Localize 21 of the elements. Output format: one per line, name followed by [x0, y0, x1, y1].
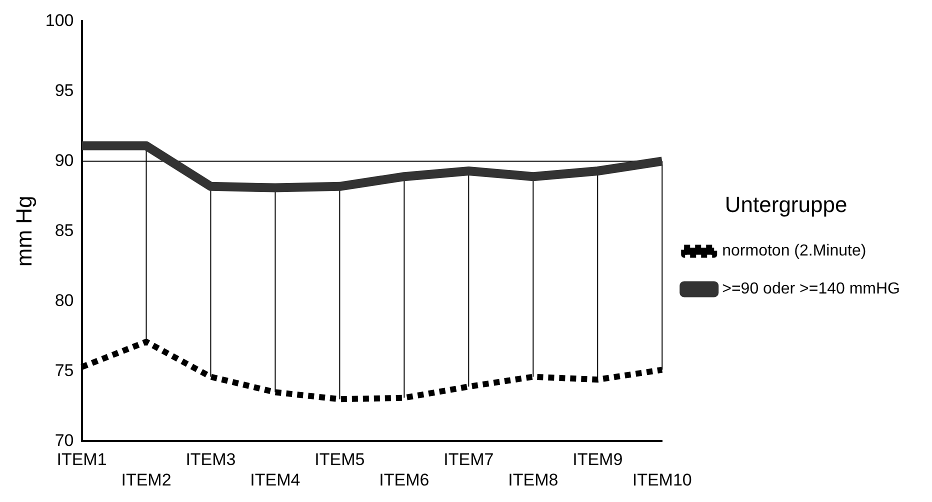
x-tick-label: ITEM3 [186, 450, 236, 470]
x-tick-label: ITEM7 [444, 450, 494, 470]
legend-label: normoton (2.Minute) [722, 242, 866, 260]
x-tick-label: ITEM4 [250, 470, 300, 490]
y-tick-label: 85 [54, 220, 74, 240]
y-tick-label: 75 [54, 360, 74, 380]
x-tick-label: ITEM8 [508, 470, 558, 490]
x-tick-label: ITEM1 [56, 450, 107, 470]
y-axis-title: mm Hg [11, 196, 36, 267]
y-tick-label: 100 [45, 10, 74, 30]
x-tick-label: ITEM2 [121, 470, 172, 490]
x-tick-label: ITEM5 [314, 450, 365, 470]
y-tick-label: 80 [54, 290, 74, 310]
y-tick-label: 70 [54, 430, 74, 450]
legend-title: Untergruppe [724, 192, 848, 217]
legend-label: >=90 oder >=140 mmHG [722, 280, 900, 298]
x-tick-label: ITEM9 [572, 450, 623, 470]
x-tick-label: ITEM6 [379, 470, 430, 490]
y-tick-label: 90 [54, 150, 74, 170]
y-tick-label: 95 [54, 80, 74, 100]
x-tick-label: ITEM10 [632, 470, 692, 490]
